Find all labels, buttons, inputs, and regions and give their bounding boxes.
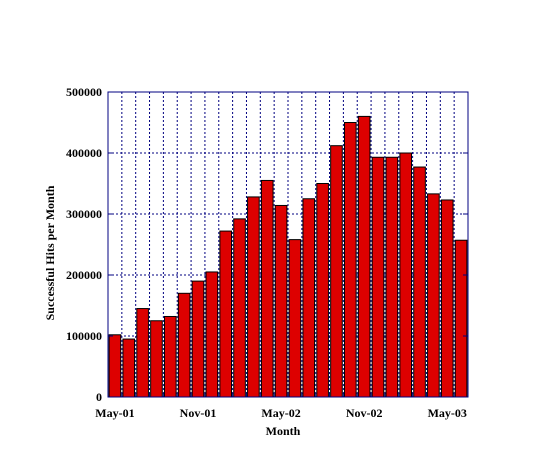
bar-Apr-02 xyxy=(260,179,274,398)
bar-Jul-01 xyxy=(136,308,149,398)
bar-Jun-02 xyxy=(288,239,302,398)
bar-Sep-01 xyxy=(163,315,177,398)
bar-Mar-03 xyxy=(413,166,426,398)
bar-Jan-02 xyxy=(219,230,233,398)
bar-Oct-01 xyxy=(177,292,191,398)
x-tick-label: May-01 xyxy=(95,406,134,420)
bar-Jan-03 xyxy=(385,156,399,398)
y-axis-ticks: 0 100000 200000 300000 400000 500000 xyxy=(66,85,468,404)
bar-Nov-02 xyxy=(357,115,371,398)
bar-Jun-01 xyxy=(122,338,136,398)
y-tick-label: 0 xyxy=(96,390,102,404)
x-tick-label: May-02 xyxy=(261,406,300,420)
x-axis-ticks: May-01 Nov-01 May-02 Nov-02 May-03 xyxy=(95,393,469,420)
y-tick-label: 400000 xyxy=(66,146,102,160)
bar-Sep-02 xyxy=(330,145,343,398)
bar-Aug-01 xyxy=(150,320,163,398)
grid-lines xyxy=(108,92,468,397)
y-axis-label: Successful Hits per Month xyxy=(43,185,57,320)
bar-May-03 xyxy=(440,199,454,398)
bar-May-01 xyxy=(108,334,122,398)
y-tick-label: 500000 xyxy=(66,85,102,99)
x-tick-label: Nov-02 xyxy=(346,406,383,420)
bar-Feb-02 xyxy=(233,218,246,398)
x-tick-label: Nov-01 xyxy=(180,406,217,420)
bar-Feb-03 xyxy=(399,152,413,398)
bar-Jul-02 xyxy=(302,198,316,398)
bar-Dec-01 xyxy=(205,271,219,398)
bar-Aug-02 xyxy=(316,183,329,398)
bar-May-02 xyxy=(274,204,288,398)
y-tick-label: 300000 xyxy=(66,207,102,221)
bars xyxy=(108,115,468,398)
bar-Oct-02 xyxy=(343,122,357,398)
bar-Apr-03 xyxy=(427,193,440,398)
bar-Nov-01 xyxy=(191,280,205,398)
y-tick-label: 200000 xyxy=(66,268,102,282)
x-axis-label: Month xyxy=(266,424,301,438)
x-tick-label: May-03 xyxy=(428,406,467,420)
bar-Dec-02 xyxy=(371,156,385,398)
y-tick-label: 100000 xyxy=(66,329,102,343)
bar-Jun-03 xyxy=(454,239,468,398)
bar-Mar-02 xyxy=(247,196,260,398)
